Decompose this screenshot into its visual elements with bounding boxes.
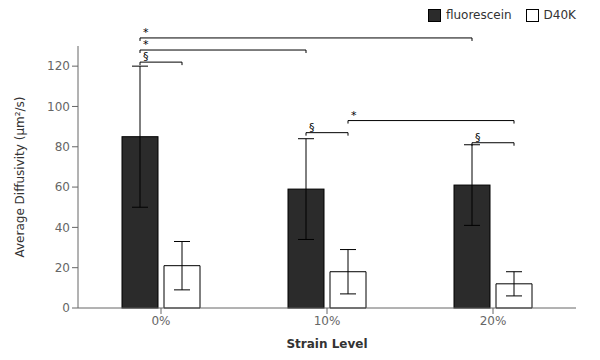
- svg-text:§: §: [309, 121, 315, 134]
- svg-text:40: 40: [55, 221, 70, 235]
- svg-text:Average Diffusivity (μm²/s): Average Diffusivity (μm²/s): [13, 97, 27, 258]
- svg-text:20: 20: [55, 261, 70, 275]
- svg-text:*: *: [143, 38, 149, 51]
- svg-text:20%: 20%: [480, 314, 507, 328]
- svg-text:80: 80: [55, 140, 70, 154]
- html-text:D40K: D40K: [543, 8, 576, 22]
- svg-text:§: §: [143, 50, 149, 63]
- svg-text:*: *: [143, 26, 149, 39]
- svg-text:60: 60: [55, 180, 70, 194]
- svg-text:120: 120: [47, 59, 70, 73]
- html-text:fluorescein: fluorescein: [445, 8, 512, 22]
- svg-text:0%: 0%: [151, 314, 170, 328]
- svg-text:10%: 10%: [314, 314, 341, 328]
- svg-text:§: §: [475, 131, 481, 144]
- svg-text:0: 0: [62, 301, 70, 315]
- svg-text:100: 100: [47, 100, 70, 114]
- svg-text:Strain Level: Strain Level: [286, 337, 367, 351]
- svg-text:*: *: [351, 109, 357, 122]
